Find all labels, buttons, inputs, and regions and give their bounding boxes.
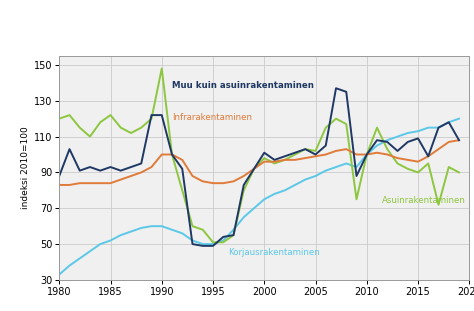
Y-axis label: indeksi 2010=100: indeksi 2010=100 bbox=[21, 127, 30, 209]
Text: Muu kuin asuinrakentaminen: Muu kuin asuinrakentaminen bbox=[172, 81, 314, 90]
Text: Infrarakentaminen: Infrarakentaminen bbox=[172, 113, 252, 122]
Text: Rakentamisen määrä: Rakentamisen määrä bbox=[150, 18, 324, 33]
Text: Korjausrakentaminen: Korjausrakentaminen bbox=[228, 248, 320, 257]
Text: Asuinrakentaminen: Asuinrakentaminen bbox=[382, 196, 466, 205]
